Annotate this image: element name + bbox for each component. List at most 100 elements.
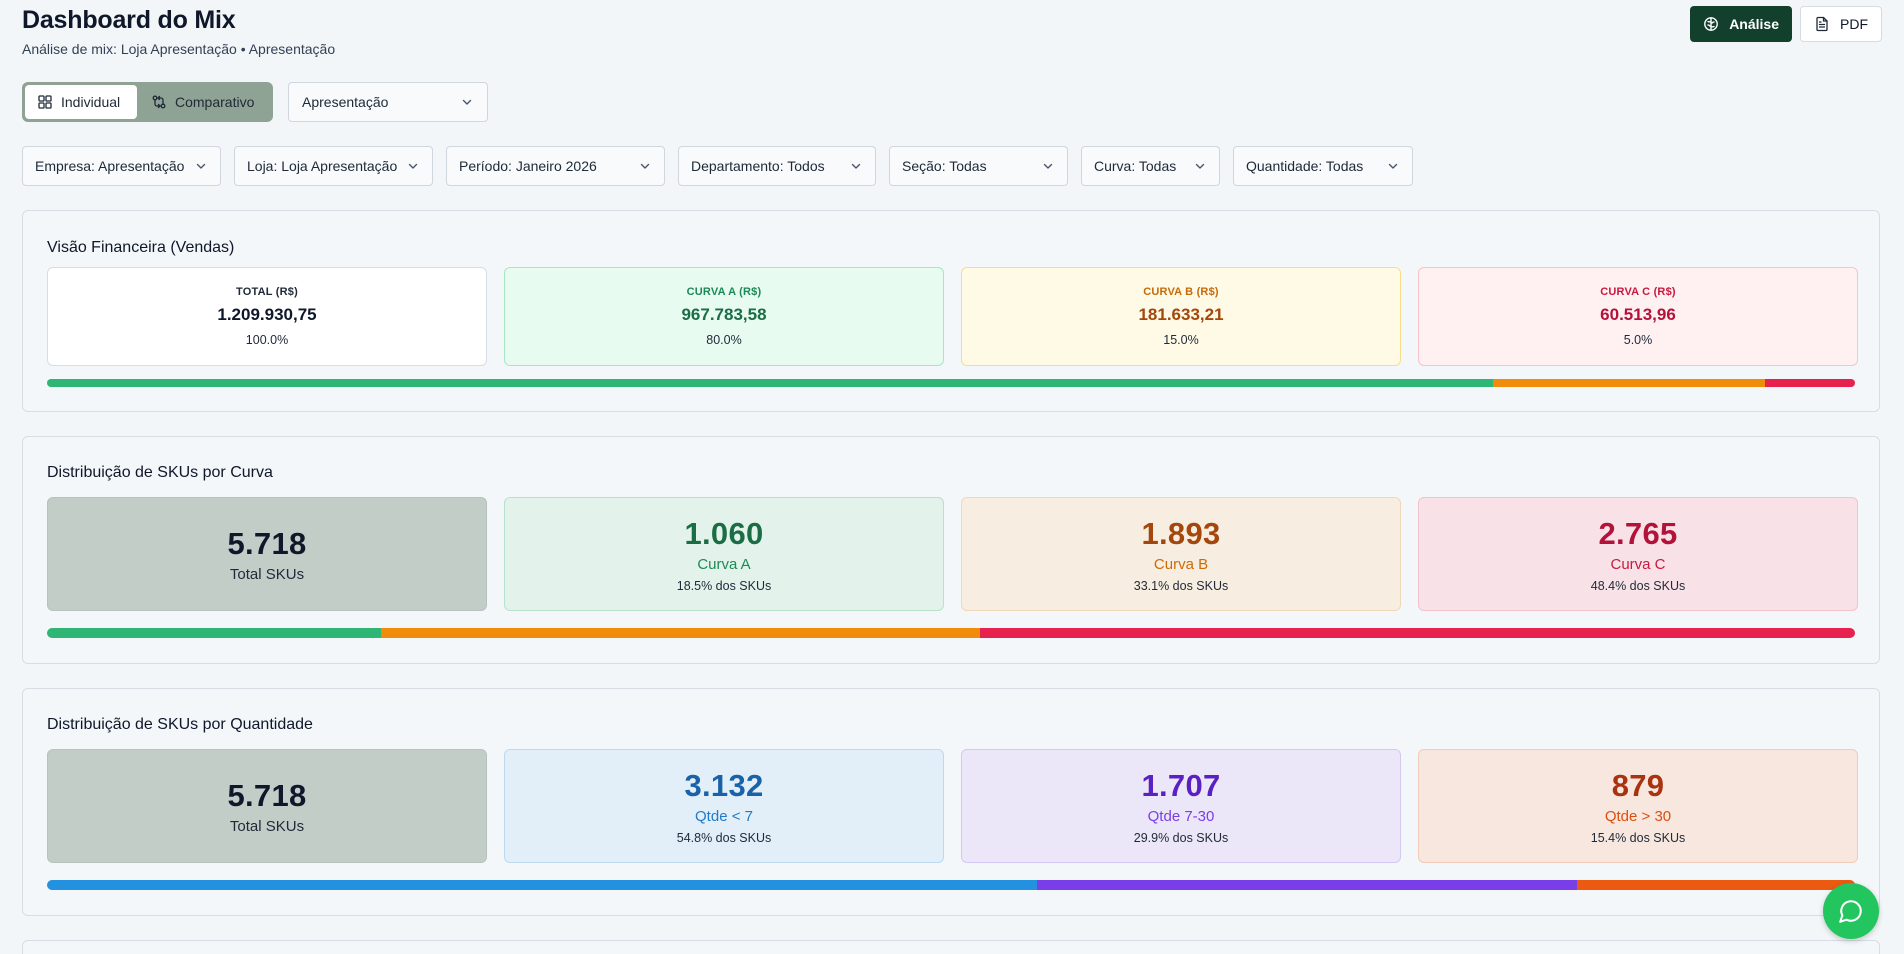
fin-card-pct: 5.0%	[1623, 333, 1653, 347]
qtde-card-pct: 29.9% dos SKUs	[1133, 830, 1229, 845]
fin-card-pct: 80.0%	[706, 333, 742, 347]
page-subtitle: Análise de mix: Loja Apresentação • Apre…	[22, 41, 336, 57]
qtde-card-high: 879 Qtde > 30 15.4% dos SKUs	[1418, 749, 1858, 863]
page-header: Dashboard do Mix Análise de mix: Loja Ap…	[22, 6, 335, 57]
skus-quantidade-progress-bar	[47, 880, 1855, 890]
fin-card-curva-b: CURVA B (R$) 181.633,21 15.0%	[961, 267, 1401, 366]
section-next	[22, 940, 1880, 954]
sku-card-value: 2.765	[1598, 515, 1678, 551]
filter-empresa[interactable]: Empresa: Apresentação	[22, 146, 221, 186]
fin-card-value: 967.783,58	[681, 305, 767, 324]
filter-periodo[interactable]: Período: Janeiro 2026	[446, 146, 665, 186]
qtde-card-label: Qtde < 7	[695, 807, 753, 825]
chat-button[interactable]	[1823, 883, 1879, 939]
chevron-down-icon	[408, 163, 418, 169]
bar-segment-curva-c	[979, 628, 1855, 638]
fin-card-label: TOTAL (R$)	[236, 286, 298, 298]
filters-bar: Empresa: Apresentação Loja: Loja Apresen…	[22, 146, 1426, 186]
sku-card-value: 1.060	[684, 515, 764, 551]
store-select-value: Apresentação	[302, 94, 389, 110]
bar-segment-qtde-mid	[1036, 880, 1577, 890]
analise-button[interactable]: Análise	[1690, 6, 1792, 42]
section-skus-quantidade-title: Distribuição de SKUs por Quantidade	[47, 716, 313, 733]
bar-segment-qtde-high	[1576, 880, 1855, 890]
filter-curva-label: Curva: Todas	[1094, 158, 1177, 174]
filter-departamento-label: Departamento: Todos	[691, 158, 825, 174]
qtde-card-label: Total SKUs	[229, 817, 305, 835]
qtde-card-mid: 1.707 Qtde 7-30 29.9% dos SKUs	[961, 749, 1401, 863]
sku-card-pct: 33.1% dos SKUs	[1133, 578, 1229, 593]
fin-card-pct: 100.0%	[245, 333, 289, 347]
sku-card-value: 5.718	[227, 525, 307, 561]
chevron-down-icon	[851, 163, 861, 169]
skus-curva-progress-bar	[47, 628, 1855, 638]
sku-card-pct: 48.4% dos SKUs	[1590, 578, 1686, 593]
qtde-card-value: 5.718	[227, 777, 307, 813]
sku-card-label: Total SKUs	[229, 565, 305, 583]
filter-periodo-label: Período: Janeiro 2026	[459, 158, 597, 174]
filter-empresa-label: Empresa: Apresentação	[35, 158, 185, 174]
filter-curva[interactable]: Curva: Todas	[1081, 146, 1220, 186]
qtde-card-pct: 54.8% dos SKUs	[676, 830, 772, 845]
filter-secao[interactable]: Seção: Todas	[889, 146, 1068, 186]
bar-segment-curva-a	[47, 379, 1494, 387]
analise-button-label: Análise	[1729, 16, 1779, 32]
section-skus-curva: Distribuição de SKUs por Curva 5.718 Tot…	[22, 436, 1880, 664]
skus-quantidade-cards: 5.718 Total SKUs 3.132 Qtde < 7 54.8% do…	[47, 749, 1858, 863]
tab-individual[interactable]: Individual	[25, 85, 137, 119]
qtde-card-label: Qtde > 30	[1604, 807, 1672, 825]
filter-secao-label: Seção: Todas	[902, 158, 987, 174]
filter-loja[interactable]: Loja: Loja Apresentação	[234, 146, 433, 186]
tab-individual-label: Individual	[61, 94, 121, 110]
filter-quantidade-label: Quantidade: Todas	[1246, 158, 1364, 174]
skus-curva-cards: 5.718 Total SKUs 1.060 Curva A 18.5% dos…	[47, 497, 1858, 611]
chevron-down-icon	[462, 99, 472, 105]
grid-icon	[38, 95, 52, 109]
bar-segment-qtde-low	[47, 880, 1037, 890]
qtde-card-low: 3.132 Qtde < 7 54.8% dos SKUs	[504, 749, 944, 863]
fin-card-value: 60.513,96	[1600, 305, 1676, 324]
sku-card-value: 1.893	[1141, 515, 1221, 551]
qtde-card-pct: 15.4% dos SKUs	[1590, 830, 1686, 845]
fin-card-value: 181.633,21	[1138, 305, 1224, 324]
bar-segment-curva-a	[47, 628, 382, 638]
fin-card-curva-c: CURVA C (R$) 60.513,96 5.0%	[1418, 267, 1858, 366]
qtde-card-value: 3.132	[684, 767, 764, 803]
fin-card-label: CURVA B (R$)	[1143, 286, 1219, 298]
chevron-down-icon	[196, 163, 206, 169]
pdf-button[interactable]: PDF	[1800, 6, 1882, 42]
bar-segment-curva-b	[1493, 379, 1765, 387]
chat-bubble-icon	[1839, 900, 1862, 923]
fin-card-value: 1.209.930,75	[217, 305, 317, 324]
chevron-down-icon	[1388, 163, 1398, 169]
sku-card-curva-a: 1.060 Curva A 18.5% dos SKUs	[504, 497, 944, 611]
sku-card-label: Curva B	[1153, 555, 1209, 573]
sku-card-label: Curva A	[697, 555, 751, 573]
financeira-cards: TOTAL (R$) 1.209.930,75 100.0% CURVA A (…	[47, 267, 1858, 366]
sku-card-curva-c: 2.765 Curva C 48.4% dos SKUs	[1418, 497, 1858, 611]
fin-card-pct: 15.0%	[1163, 333, 1199, 347]
fin-card-label: CURVA A (R$)	[686, 286, 762, 298]
tab-comparativo[interactable]: Comparativo	[139, 85, 266, 119]
chevron-down-icon	[640, 163, 650, 169]
filter-quantidade[interactable]: Quantidade: Todas	[1233, 146, 1413, 186]
sku-card-pct: 18.5% dos SKUs	[676, 578, 772, 593]
qtde-card-value: 1.707	[1141, 767, 1221, 803]
fin-card-label: CURVA C (R$)	[1600, 286, 1676, 298]
brain-icon	[1704, 17, 1719, 31]
fin-card-total: TOTAL (R$) 1.209.930,75 100.0%	[47, 267, 487, 366]
sku-card-curva-b: 1.893 Curva B 33.1% dos SKUs	[961, 497, 1401, 611]
filter-departamento[interactable]: Departamento: Todos	[678, 146, 876, 186]
section-skus-quantidade: Distribuição de SKUs por Quantidade 5.71…	[22, 688, 1880, 916]
sku-card-total: 5.718 Total SKUs	[47, 497, 487, 611]
file-text-icon	[1816, 16, 1828, 32]
chevron-down-icon	[1195, 163, 1205, 169]
qtde-card-value: 879	[1611, 767, 1665, 803]
fin-card-curva-a: CURVA A (R$) 967.783,58 80.0%	[504, 267, 944, 366]
filter-loja-label: Loja: Loja Apresentação	[247, 158, 398, 174]
view-toggle: Individual Comparativo	[22, 82, 273, 122]
section-skus-curva-title: Distribuição de SKUs por Curva	[47, 464, 273, 481]
qtde-card-label: Qtde 7-30	[1147, 807, 1215, 825]
store-select[interactable]: Apresentação	[288, 82, 488, 122]
git-compare-icon	[152, 95, 166, 109]
